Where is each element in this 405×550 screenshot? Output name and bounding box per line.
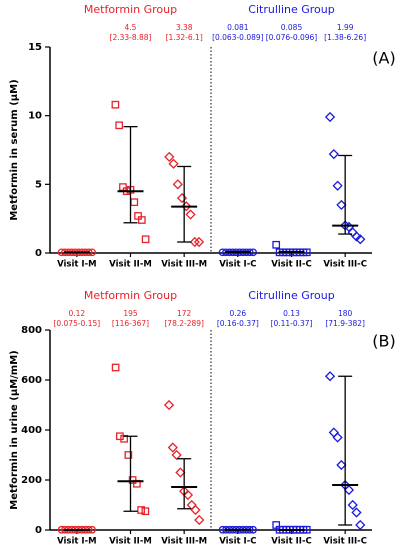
y-tick-label: 0	[35, 525, 42, 536]
point	[168, 158, 179, 169]
y-tick-label: 5	[35, 179, 42, 190]
point	[163, 399, 175, 411]
group-label: Metformin Group	[84, 3, 177, 16]
group-label: Metformin Group	[84, 289, 177, 302]
point	[116, 432, 124, 441]
point	[182, 489, 194, 501]
point	[332, 432, 343, 443]
range-label: [0.063-0.089]	[212, 33, 264, 42]
y-axis-label: Metformin in urine (µM/mM)	[9, 350, 20, 509]
median-label: 0.12	[68, 309, 85, 318]
point	[115, 121, 124, 130]
point	[185, 209, 196, 220]
point	[336, 199, 347, 211]
point	[124, 451, 133, 459]
point	[111, 100, 120, 109]
point	[336, 459, 347, 471]
x-tick-label: Visit III-M	[161, 537, 207, 547]
y-tick-label: 800	[21, 325, 42, 336]
point	[189, 236, 200, 248]
range-label: [116-367]	[112, 319, 149, 328]
point	[164, 151, 175, 162]
point	[355, 234, 366, 245]
median-label: 0.085	[281, 23, 303, 32]
y-tick-label: 15	[28, 42, 42, 53]
y-axis-label: Metformin in serum (µM)	[9, 79, 20, 220]
point	[328, 427, 339, 438]
point	[328, 149, 339, 160]
panel-label: (A)	[372, 49, 395, 68]
point	[172, 179, 183, 190]
group-label: Citrulline Group	[248, 3, 334, 16]
point	[141, 507, 150, 516]
x-tick-label: Visit II-M	[109, 537, 152, 547]
median-label: 0.13	[283, 309, 300, 318]
x-tick-label: Visit I-C	[219, 537, 256, 547]
group-label: Citrulline Group	[248, 289, 334, 302]
range-label: [71.9-382]	[325, 319, 365, 328]
x-tick-label: Visit II-M	[109, 260, 152, 270]
x-tick-label: Visit III-C	[323, 260, 367, 270]
point	[355, 519, 366, 531]
panel-label: (B)	[372, 332, 395, 351]
y-tick-label: 600	[21, 375, 42, 386]
point	[324, 111, 336, 123]
point	[193, 236, 205, 248]
median-label: 3.38	[176, 23, 193, 32]
median-label: 195	[123, 309, 138, 318]
y-tick-label: 400	[21, 425, 42, 436]
range-label: [78.2-289]	[164, 319, 204, 328]
point	[351, 231, 362, 242]
range-label: [1.38-6.26]	[324, 33, 366, 42]
point	[194, 514, 205, 526]
point	[137, 506, 145, 514]
point	[137, 216, 146, 224]
median-label: 0.26	[229, 309, 246, 318]
median-label: 4.5	[125, 23, 137, 32]
point	[130, 198, 139, 207]
range-label: [0.16-0.37]	[217, 319, 259, 328]
point	[186, 499, 197, 511]
point	[171, 449, 182, 461]
x-tick-label: Visit I-M	[57, 537, 97, 547]
point	[141, 235, 150, 244]
point	[190, 504, 201, 516]
y-tick-label: 200	[21, 475, 42, 486]
range-label: [1.32-6.1]	[166, 33, 203, 42]
median-label: 1.99	[337, 23, 354, 32]
range-label: [0.075-0.15]	[53, 319, 100, 328]
point	[111, 363, 120, 372]
point	[332, 180, 343, 191]
median-label: 0.081	[227, 23, 249, 32]
y-tick-label: 0	[35, 248, 42, 259]
x-tick-label: Visit III-C	[323, 537, 367, 547]
range-label: [0.11-0.37]	[271, 319, 313, 328]
point	[272, 240, 281, 249]
point	[120, 434, 128, 443]
x-tick-label: Visit II-C	[271, 260, 311, 270]
point	[343, 484, 355, 496]
y-tick-label: 10	[28, 111, 42, 122]
point	[167, 442, 178, 453]
x-tick-label: Visit I-C	[219, 260, 256, 270]
x-tick-label: Visit I-M	[57, 260, 97, 270]
point	[175, 467, 186, 478]
x-tick-label: Visit II-C	[271, 537, 311, 547]
x-tick-label: Visit III-M	[161, 260, 207, 270]
point	[324, 371, 336, 382]
point	[181, 201, 192, 212]
median-label: 180	[338, 309, 353, 318]
point	[176, 192, 188, 204]
point	[347, 499, 358, 511]
median-label: 172	[177, 309, 192, 318]
range-label: [2.33-8.88]	[110, 33, 152, 42]
range-label: [0.076-0.096]	[266, 33, 318, 42]
point	[351, 507, 362, 518]
